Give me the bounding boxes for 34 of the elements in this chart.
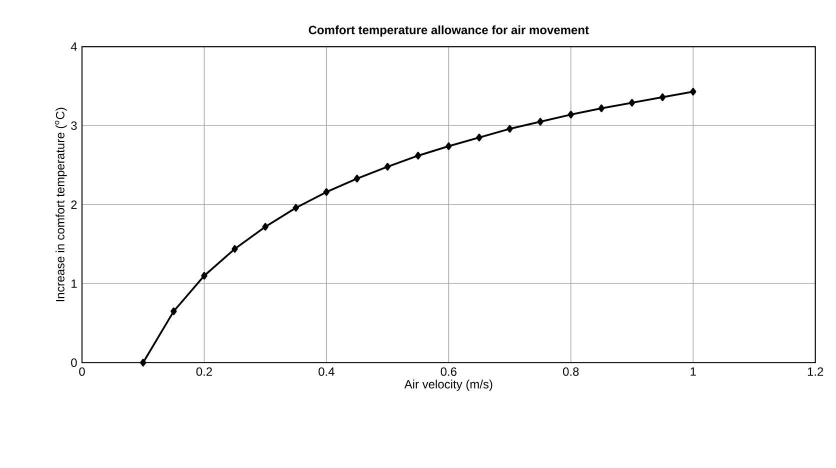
point: [446, 142, 452, 150]
x-tick-label: 1.2: [808, 367, 824, 376]
point: [568, 110, 574, 118]
point: [354, 174, 360, 182]
point: [262, 222, 268, 231]
point: [292, 204, 300, 212]
y-tick-label: 3: [71, 121, 77, 130]
point: [414, 152, 422, 160]
y-axis-title: Increase in comfort temperature ($^{o}$C): [54, 108, 67, 302]
y-tick-label: 0: [71, 358, 77, 367]
y-tick-label: 1: [72, 280, 77, 288]
point: [537, 118, 544, 126]
chart-title: Comfort temperature allowance for air movement: [308, 25, 589, 37]
point: [140, 358, 146, 367]
x-tick-label: 1: [690, 367, 696, 376]
point: [170, 307, 177, 316]
x-tick-label: 0: [79, 367, 85, 376]
point: [659, 93, 666, 102]
point: [201, 272, 208, 280]
point: [628, 98, 636, 107]
y-tick-label: 4: [70, 42, 77, 51]
point: [384, 162, 391, 171]
x-axis-title: Air velocity (m/s): [404, 380, 492, 391]
point: [476, 134, 482, 142]
point: [232, 245, 238, 253]
y-tick-label: 2: [71, 200, 77, 209]
x-tick-label: 0.4: [318, 367, 334, 376]
x-tick-label: 0.2: [196, 367, 212, 376]
x-tick-label: 0.6: [440, 367, 456, 376]
point: [323, 188, 330, 196]
point: [598, 104, 605, 112]
x-tick-label: 0.8: [563, 367, 579, 376]
point: [690, 88, 696, 96]
point: [506, 124, 513, 133]
